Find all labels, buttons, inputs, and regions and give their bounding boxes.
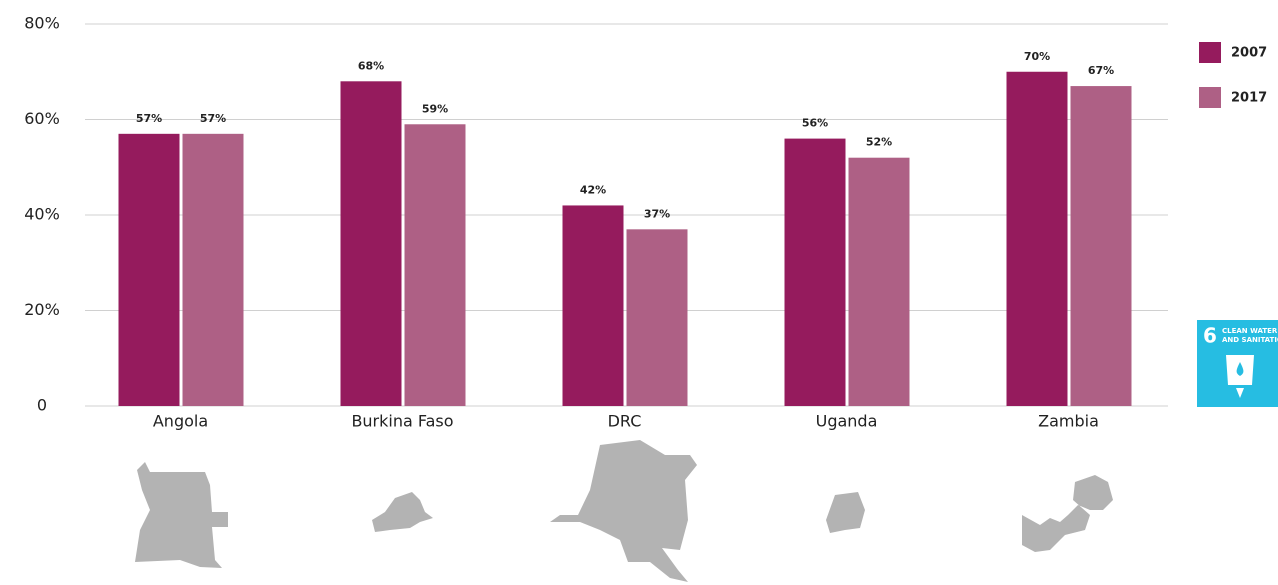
- x-tick-label: DRC: [608, 412, 642, 431]
- bar: [1070, 86, 1132, 406]
- badge-line: CLEAN WATER: [1222, 327, 1278, 335]
- sdg-badge: 6 CLEAN WATER AND SANITATION: [1197, 320, 1278, 407]
- legend-swatch: [1199, 42, 1221, 63]
- value-label: 56%: [802, 117, 828, 130]
- value-label: 37%: [644, 207, 670, 220]
- x-tick-label: Burkina Faso: [351, 412, 453, 431]
- value-label: 57%: [136, 112, 162, 125]
- country-maps: [135, 440, 1113, 582]
- value-label: 59%: [422, 102, 448, 115]
- bar: [404, 124, 466, 407]
- legend-label: 2007: [1231, 46, 1267, 61]
- bar: [1006, 71, 1068, 406]
- bar: [562, 205, 624, 406]
- bar: [118, 133, 180, 406]
- value-label: 57%: [200, 112, 226, 125]
- y-tick-label: 80%: [24, 14, 60, 33]
- bar: [340, 81, 402, 407]
- badge-icon: [1226, 355, 1254, 398]
- bar: [626, 229, 688, 406]
- x-tick-label: Zambia: [1038, 412, 1099, 431]
- bar: [182, 133, 244, 406]
- burkina-map: [372, 492, 433, 532]
- value-label: 68%: [358, 59, 384, 72]
- bar: [848, 157, 910, 406]
- x-tick-label: Angola: [153, 412, 208, 431]
- legend-swatch: [1199, 87, 1221, 108]
- value-label: 42%: [580, 183, 606, 196]
- x-tick-label: Uganda: [816, 412, 878, 431]
- y-tick-label: 60%: [24, 109, 60, 128]
- badge-drop: [1236, 362, 1244, 376]
- value-label: 52%: [866, 136, 892, 149]
- y-tick-label: 40%: [24, 205, 60, 224]
- badge-line: AND SANITATION: [1222, 336, 1278, 344]
- y-tick-label: 0: [37, 396, 47, 415]
- angola-map: [135, 462, 228, 568]
- zambia-map: [1022, 475, 1113, 552]
- badge-number: 6: [1203, 324, 1217, 348]
- uganda-map: [826, 492, 865, 533]
- value-label: 67%: [1088, 64, 1114, 77]
- bar: [784, 138, 846, 406]
- drc-map: [550, 440, 697, 582]
- legend-label: 2017: [1231, 91, 1267, 106]
- value-label: 70%: [1024, 50, 1050, 63]
- y-tick-label: 20%: [24, 300, 60, 319]
